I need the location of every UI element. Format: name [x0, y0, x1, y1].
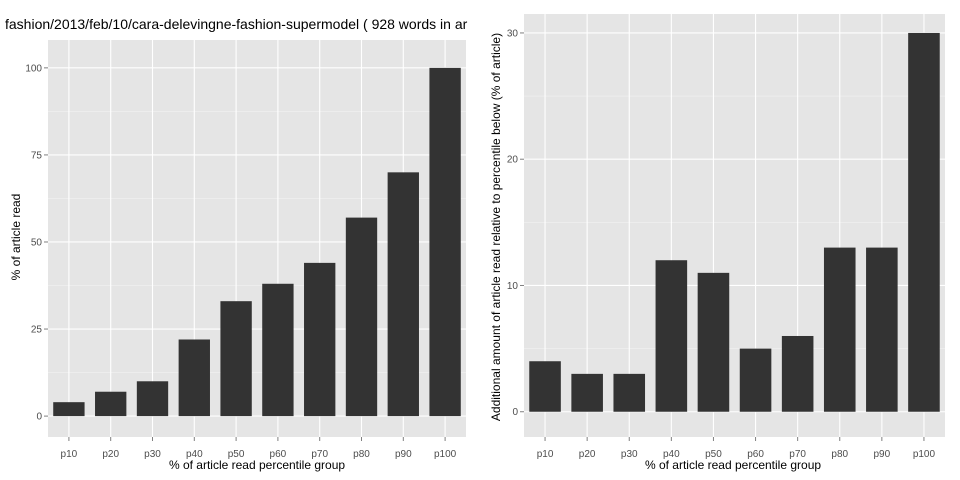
left-x-tick-label: p100: [434, 449, 457, 460]
right-bar-p20: [571, 373, 603, 412]
right-x-tick-label: p20: [579, 449, 596, 460]
right-x-tick-label: p70: [789, 449, 806, 460]
left-x-tick-label: p70: [311, 449, 328, 460]
left-y-tick-label: 25: [31, 325, 43, 336]
left-x-tick-label: p90: [395, 449, 412, 460]
left-bars: [53, 67, 461, 417]
right-bar-p40: [655, 260, 688, 412]
right-y-tick-label: 0: [512, 407, 518, 418]
left-bar-p80: [345, 217, 378, 417]
left-x-tick-label: p40: [186, 449, 203, 460]
right-x-tick-label: p60: [747, 449, 764, 460]
right-y-tick-label: 10: [507, 281, 519, 292]
left-x-tick-label: p20: [102, 449, 119, 460]
right-bar-p30: [613, 373, 646, 412]
left-y-tick-label: 0: [36, 412, 42, 423]
right-bar-p100: [908, 32, 940, 412]
left-bar-p70: [304, 262, 336, 417]
right-x-axis-label: % of article read percentile group: [645, 458, 821, 472]
left-y-tick-label: 100: [25, 63, 42, 74]
left-bar-p30: [136, 381, 169, 417]
right-x-tick-label: p50: [705, 449, 722, 460]
left-x-tick-label: p50: [228, 449, 245, 460]
right-x-tick-label: p40: [663, 449, 680, 460]
right-x-tick-label: p100: [913, 449, 936, 460]
left-y-axis-label: % of article read: [9, 194, 23, 281]
left-bar-p60: [262, 283, 294, 417]
right-bars: [529, 32, 940, 412]
left-bar-p10: [53, 402, 85, 417]
right-y-axis-label: Additional amount of article read relati…: [489, 33, 503, 421]
right-bar-p50: [697, 272, 730, 412]
left-y-tick-label: 75: [31, 150, 43, 161]
right-y-tick-label: 20: [507, 155, 519, 166]
right-bar-p10: [529, 361, 561, 412]
left-bar-p90: [387, 172, 419, 417]
left-bar-p20: [95, 391, 127, 417]
left-bar-p50: [220, 301, 252, 417]
right-bar-p80: [823, 247, 856, 412]
left-bar-p40: [178, 339, 210, 417]
left-y-ticks: 0 25 50 75 100: [25, 63, 48, 423]
left-chart-title: fashion/2013/feb/10/cara-delevingne-fash…: [5, 16, 468, 32]
left-x-tick-label: p10: [61, 449, 78, 460]
left-x-tick-label: p30: [144, 449, 161, 460]
right-x-ticks: p10 p20 p30 p40 p50 p60 p70 p80 p90 p100: [537, 437, 936, 460]
right-x-tick-label: p90: [874, 449, 891, 460]
left-y-tick-label: 50: [31, 237, 43, 248]
right-x-tick-label: p10: [537, 449, 554, 460]
left-x-tick-label: p80: [353, 449, 370, 460]
left-bar-p100: [429, 67, 461, 417]
left-x-ticks: p10 p20 p30 p40 p50 p60 p70 p80 p90 p100: [61, 437, 457, 460]
left-x-tick-label: p60: [270, 449, 287, 460]
right-y-ticks: 0 10 20 30: [507, 28, 524, 418]
right-bar-p90: [866, 247, 898, 412]
right-x-tick-label: p80: [831, 449, 848, 460]
left-x-axis-label: % of article read percentile group: [169, 458, 345, 472]
right-y-tick-label: 30: [507, 28, 519, 39]
right-bar-p70: [781, 335, 814, 412]
right-bar-p60: [739, 348, 772, 412]
right-x-tick-label: p30: [621, 449, 638, 460]
